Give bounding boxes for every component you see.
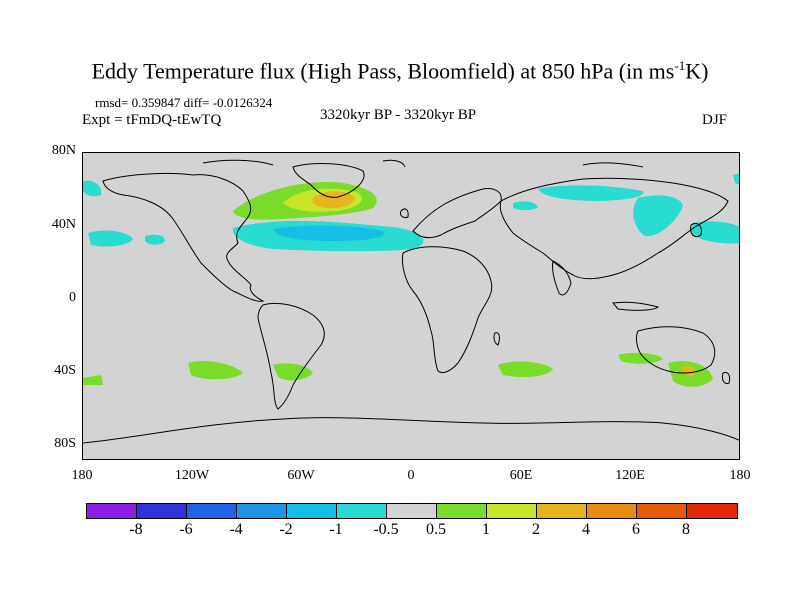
- pos-region-spacific-west: [83, 375, 103, 385]
- colorbar-box: [137, 504, 187, 518]
- coast-india: [552, 260, 572, 296]
- neg-region-siberia: [733, 173, 739, 185]
- colorbar-box: [237, 504, 287, 518]
- lon-label-60e: 60E: [509, 468, 533, 483]
- colorbar-tick-label: -6: [179, 521, 193, 538]
- colorbar-box: [287, 504, 337, 518]
- lat-label-40s: 40S: [54, 363, 76, 378]
- experiment-label: Expt = tFmDQ-tEwTQ: [82, 112, 222, 128]
- neg-region-nw-pacific: [691, 221, 739, 244]
- colorbar-box: [387, 504, 437, 518]
- coast-japan: [690, 222, 702, 238]
- neg-region-npacific-west: [83, 180, 102, 197]
- colorbar-tick-label: 6: [632, 521, 640, 538]
- coast-new-zealand: [722, 372, 731, 384]
- neg-region-east-asia: [633, 195, 683, 237]
- colorbar-box: [187, 504, 237, 518]
- coast-arctic-islands: [202, 159, 644, 168]
- colorbar-box: [587, 504, 637, 518]
- lat-label-80n: 80N: [51, 143, 76, 158]
- lon-label-180w: 180: [71, 468, 93, 483]
- coast-europe: [412, 188, 502, 239]
- neg-region-npacific: [88, 230, 133, 247]
- lat-label-80s: 80S: [54, 436, 76, 451]
- season-label: DJF: [702, 112, 728, 128]
- period-label: 3320kyr BP - 3320kyr BP: [320, 107, 477, 123]
- neg-region-central-asia: [513, 201, 538, 211]
- colorbar: [86, 503, 738, 519]
- colorbar-box: [687, 504, 737, 518]
- colorbar-box: [437, 504, 487, 518]
- neg-region-eurasia: [538, 185, 644, 201]
- lat-label-40n: 40N: [51, 217, 76, 232]
- colorbar-tick-label: 8: [682, 521, 690, 538]
- rmsd-label: rmsd= 0.359847 diff= -0.0126324: [95, 95, 273, 110]
- colorbar-tick-label: 4: [582, 521, 590, 538]
- colorbar-tick-label: -0.5: [373, 521, 399, 538]
- coast-uk: [400, 208, 409, 218]
- coast-indonesia: [612, 301, 660, 311]
- colorbar-box: [487, 504, 537, 518]
- colorbar-box: [637, 504, 687, 518]
- chart-title: Eddy Temperature flux (High Pass, Bloomf…: [91, 58, 709, 84]
- lon-label-180e: 180: [729, 468, 751, 483]
- colorbar-tick-label: -2: [279, 521, 293, 538]
- pos-region-spacific: [188, 361, 243, 380]
- colorbar-box: [337, 504, 387, 518]
- neg-region-atlantic-core: [273, 225, 384, 241]
- coast-greenland: [292, 163, 365, 198]
- coast-madagascar: [493, 332, 500, 346]
- colorbar-box: [537, 504, 587, 518]
- colorbar-tick-label: -8: [129, 521, 143, 538]
- colorbar-tick-label: -1: [329, 521, 343, 538]
- lon-label-120w: 120W: [174, 468, 210, 483]
- lon-label-120e: 120E: [615, 468, 645, 483]
- colorbar-tick-label: 1: [482, 521, 490, 538]
- coast-asia: [499, 177, 729, 280]
- coast-africa: [402, 246, 493, 374]
- lon-label-0: 0: [407, 468, 415, 483]
- coast-south-america: [257, 302, 325, 410]
- colorbar-tick-label: -4: [229, 521, 243, 538]
- lat-label-eq: 0: [69, 290, 76, 305]
- lon-label-60w: 60W: [287, 468, 315, 483]
- map-panel: [82, 152, 740, 460]
- pos-region-indian: [618, 352, 663, 364]
- coast-antarctica: [83, 417, 739, 444]
- coastlines: [83, 159, 739, 444]
- map-svg: [83, 159, 739, 444]
- pos-region-australia-core: [681, 366, 696, 377]
- colorbar-tick-label: 0.5: [426, 521, 446, 538]
- coast-australia: [636, 326, 716, 374]
- neg-region-npacific-small: [145, 234, 165, 245]
- anomaly-fills: [83, 173, 739, 387]
- colorbar-tick-label: 2: [532, 521, 540, 538]
- colorbar-box: [87, 504, 137, 518]
- coast-north-america: [102, 172, 265, 302]
- pos-region-satlantic: [273, 363, 313, 381]
- pos-region-safrica: [498, 361, 553, 377]
